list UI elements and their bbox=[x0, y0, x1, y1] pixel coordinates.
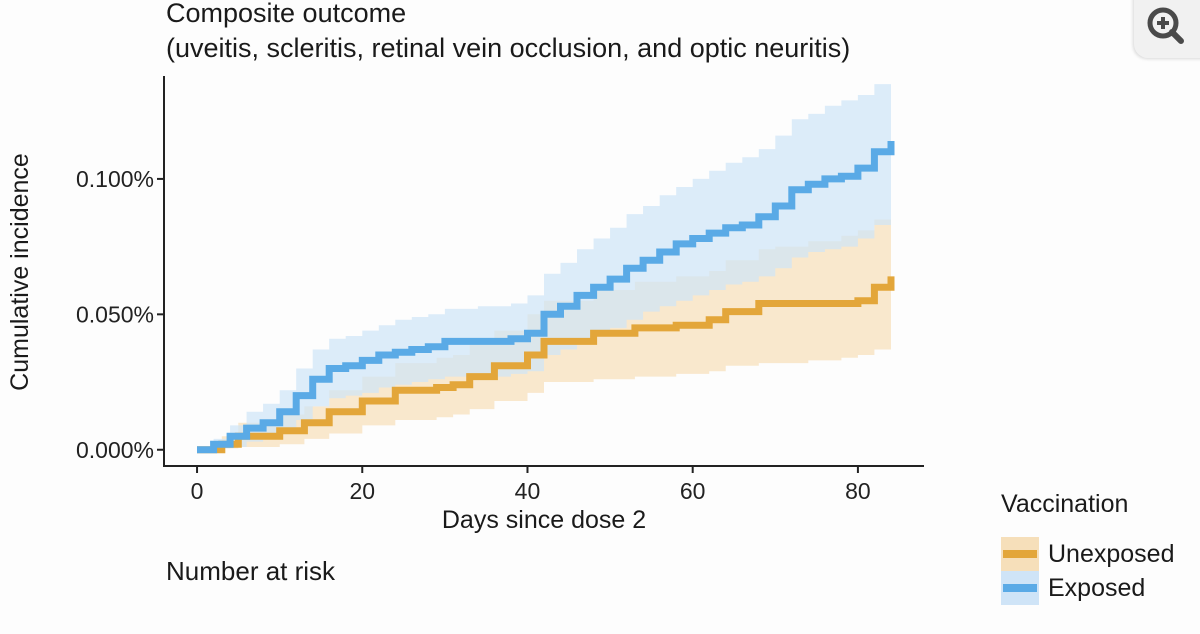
zoom-in-icon bbox=[1147, 7, 1184, 44]
y-tick-label: 0.100% bbox=[76, 166, 154, 192]
x-axis-ticks: 0 20 40 60 80 bbox=[191, 466, 871, 504]
legend-item-exposed: Exposed bbox=[1001, 571, 1174, 605]
chart-title: Composite outcome bbox=[166, 0, 407, 28]
number-at-risk-label: Number at risk bbox=[166, 556, 336, 586]
x-axis-title: Days since dose 2 bbox=[442, 506, 646, 534]
legend-item-unexposed: Unexposed bbox=[1001, 537, 1174, 571]
legend-title: Vaccination bbox=[1001, 490, 1129, 518]
legend-label-unexposed: Unexposed bbox=[1048, 539, 1175, 568]
legend: Vaccination Unexposed Exposed bbox=[1001, 490, 1174, 605]
y-axis-title: Cumulative incidence bbox=[6, 153, 34, 391]
x-tick-label: 80 bbox=[845, 478, 871, 504]
legend-key-exposed bbox=[1001, 571, 1039, 605]
legend-label-exposed: Exposed bbox=[1048, 573, 1146, 602]
x-tick-label: 60 bbox=[680, 478, 706, 504]
curve-unexposed bbox=[197, 276, 895, 454]
y-tick-label: 0.050% bbox=[76, 301, 154, 327]
x-tick-label: 20 bbox=[349, 478, 375, 504]
chart-subtitle: (uveitis, scleritis, retinal vein occlus… bbox=[166, 33, 851, 63]
curve-exposed bbox=[197, 141, 895, 454]
ci-band-exposed bbox=[197, 76, 891, 450]
y-tick-label: 0.000% bbox=[76, 437, 154, 463]
cumulative-incidence-curves bbox=[197, 141, 895, 454]
x-tick-label: 0 bbox=[191, 478, 204, 504]
zoom-button[interactable] bbox=[1134, 0, 1200, 58]
y-axis-ticks: 0.000% 0.050% 0.100% bbox=[76, 166, 164, 463]
legend-key-unexposed bbox=[1001, 537, 1039, 571]
x-tick-label: 40 bbox=[515, 478, 541, 504]
